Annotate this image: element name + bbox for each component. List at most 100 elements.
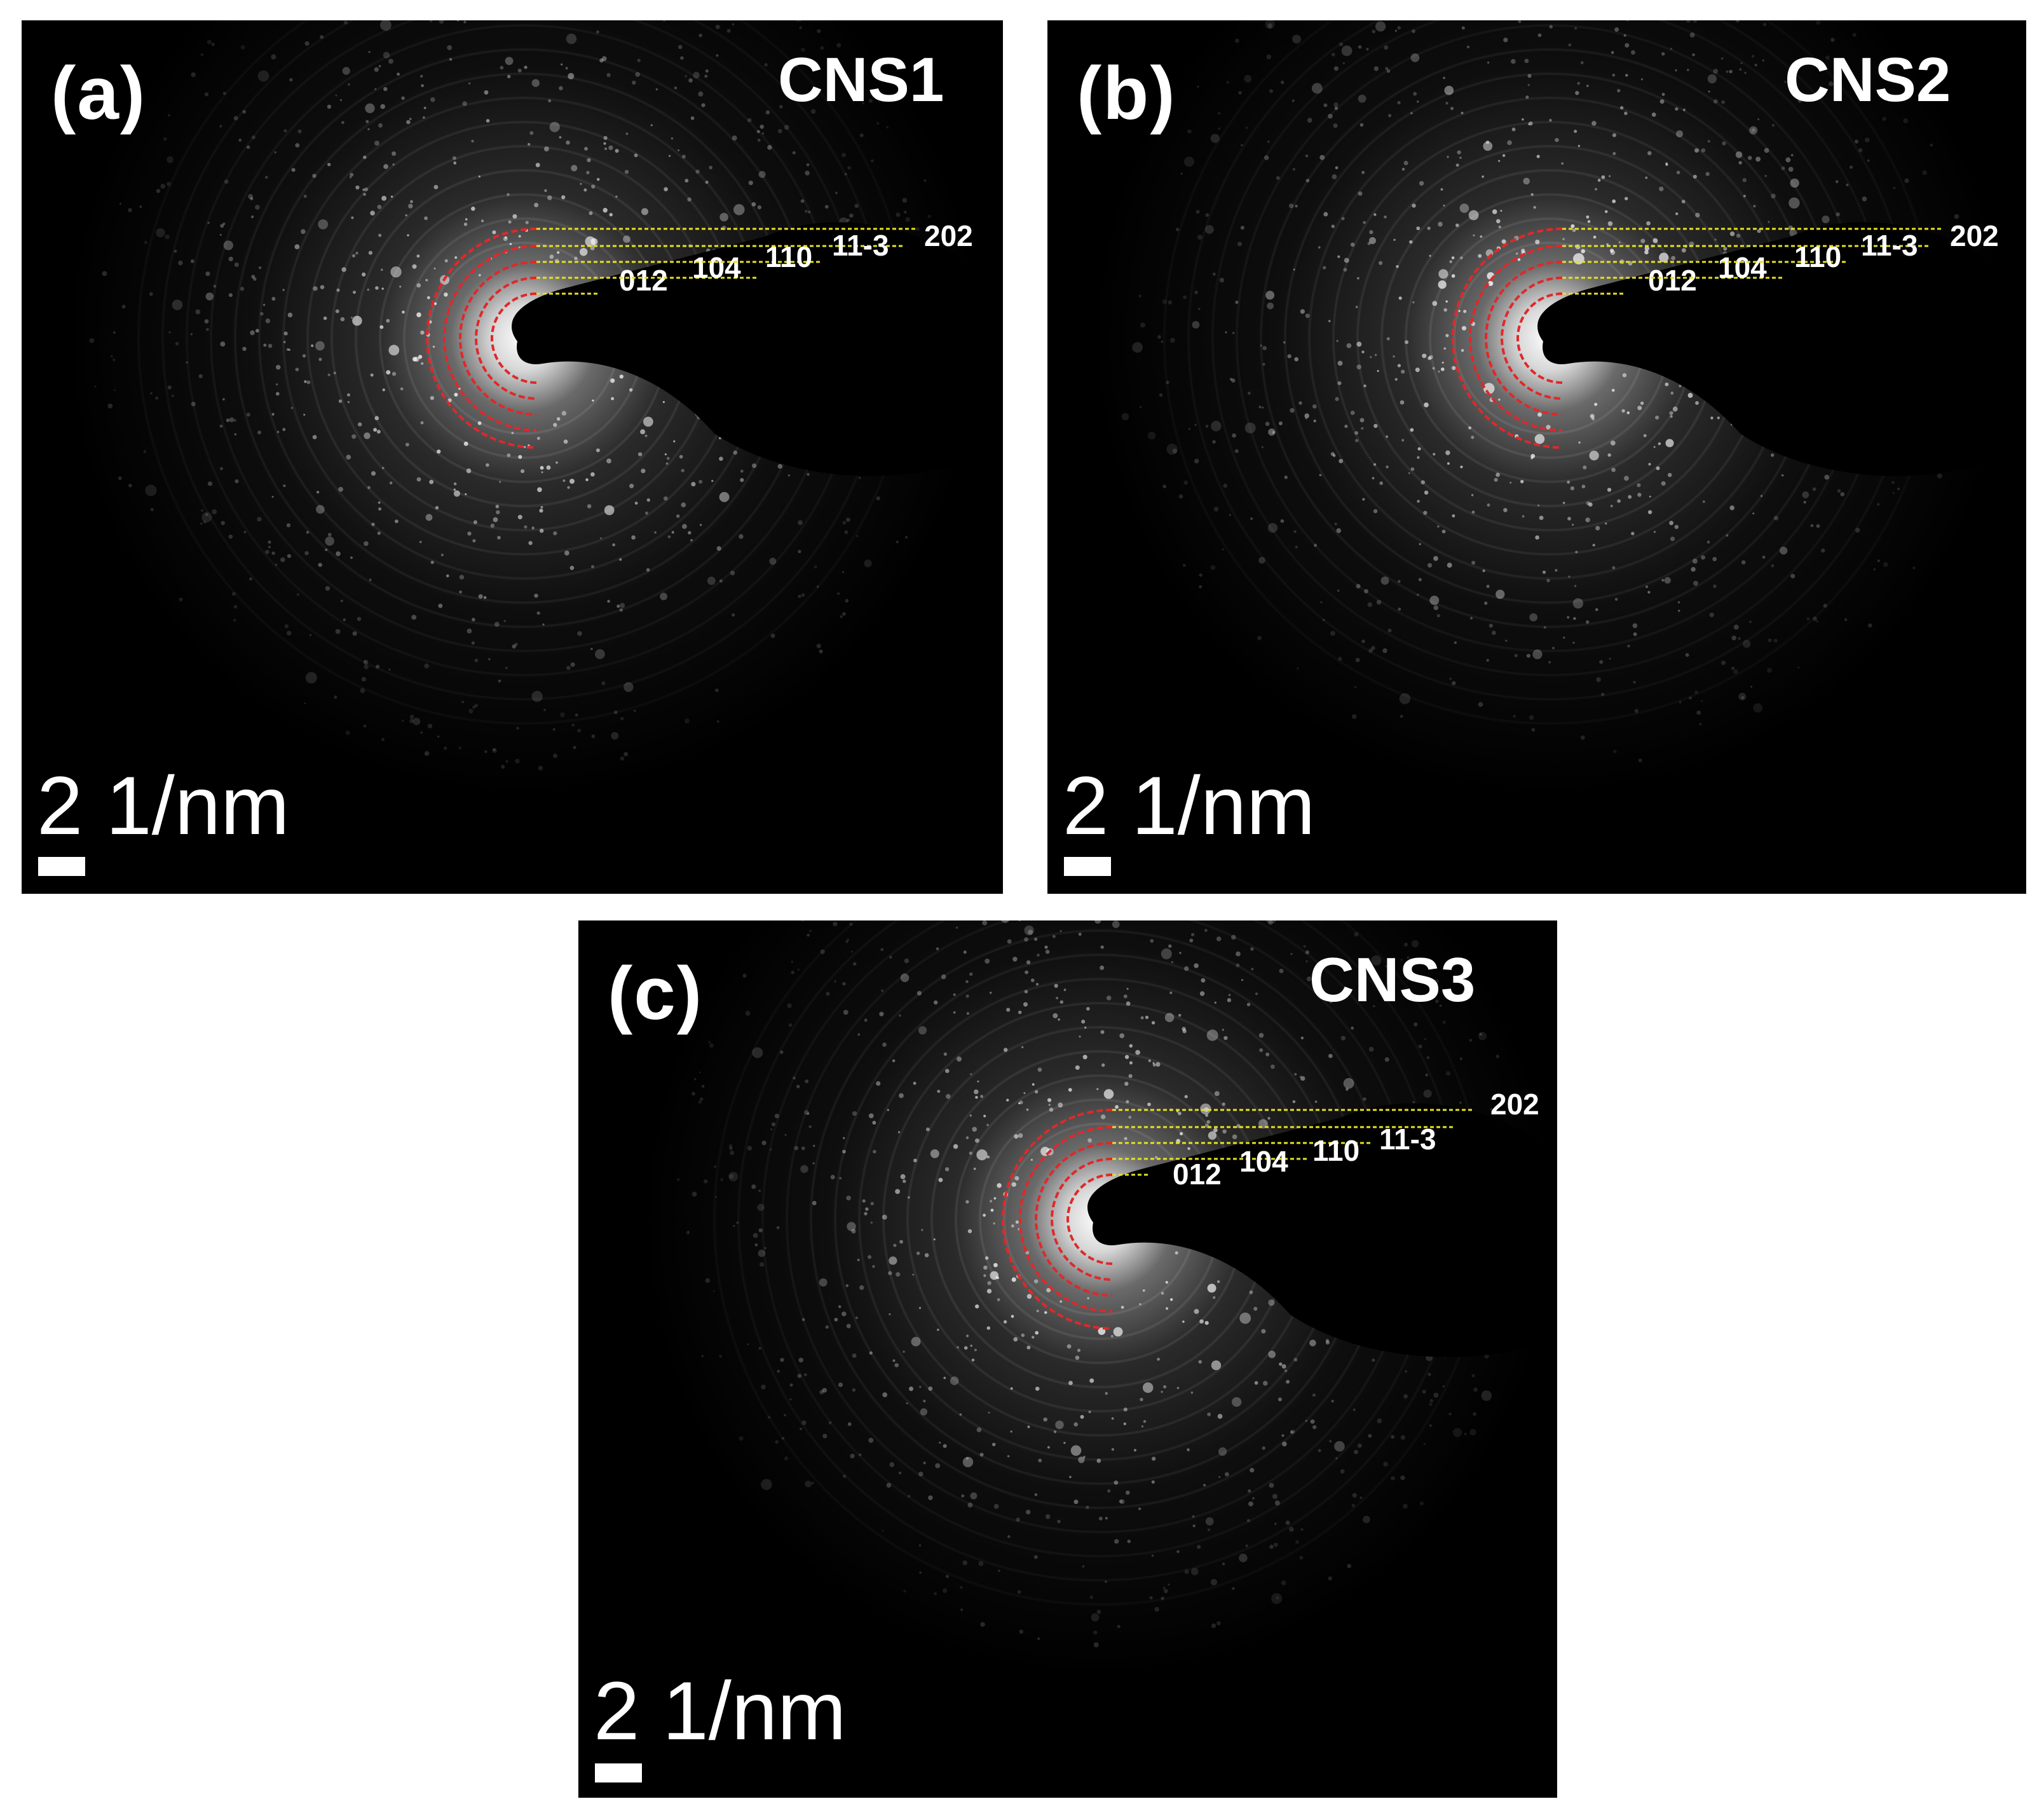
diffraction-spot [824, 205, 829, 209]
diffraction-spot [1244, 422, 1256, 434]
diffraction-spot [625, 132, 629, 135]
diffraction-spot [1638, 758, 1642, 762]
diffraction-spot [780, 1358, 784, 1362]
diffraction-spot [128, 484, 132, 488]
diffraction-spot [1336, 528, 1342, 533]
diffraction-spot [1452, 514, 1455, 517]
diffraction-spot [223, 240, 233, 250]
diffraction-spot [930, 1149, 939, 1158]
miller-index-label: 012 [1173, 1158, 1222, 1191]
diffraction-spot [1162, 299, 1167, 304]
diffraction-spot [1585, 620, 1590, 624]
diffraction-spot [1068, 1088, 1072, 1092]
diffraction-spot [1259, 1048, 1264, 1052]
diffraction-spot [715, 24, 720, 29]
diffraction-spot [1330, 1001, 1333, 1004]
diffraction-spot [925, 1127, 930, 1132]
diffraction-spot [1537, 504, 1540, 507]
diffraction-spot [1458, 310, 1461, 312]
diffraction-spot [1633, 632, 1637, 636]
diffraction-spot [1223, 1036, 1228, 1041]
diffraction-spot [705, 1278, 711, 1283]
diffraction-spot [1096, 1458, 1101, 1463]
diffraction-spot [887, 1109, 890, 1111]
diffraction-spot [1729, 231, 1735, 236]
diffraction-spot [757, 1203, 765, 1211]
diffraction-spot [962, 1456, 974, 1468]
diffraction-spot [889, 1256, 897, 1265]
diffraction-spot [1438, 221, 1443, 227]
diffraction-spot [787, 474, 791, 477]
diffraction-spot [1515, 252, 1518, 255]
diffraction-spot [499, 481, 501, 483]
diffraction-spot [1368, 648, 1373, 653]
diffraction-spot [1203, 1484, 1206, 1487]
diffraction-spot [1411, 940, 1419, 948]
diffraction-spot [1937, 473, 1942, 479]
diffraction-spot [390, 195, 393, 198]
diffraction-spot [1152, 1062, 1155, 1065]
diffraction-spot [1694, 690, 1698, 695]
diffraction-spot [1867, 159, 1870, 162]
diffraction-spot [420, 330, 425, 335]
diffraction-spot [676, 514, 680, 518]
diffraction-spot [760, 125, 765, 129]
diffraction-spot [1661, 481, 1666, 486]
diffraction-spot [1447, 156, 1449, 158]
diffraction-spot [1236, 963, 1240, 968]
diffraction-spot [343, 618, 346, 622]
diffraction-spot [1312, 404, 1317, 409]
diffraction-spot [242, 346, 247, 352]
diffraction-spot [1356, 341, 1362, 347]
diffraction-spot [1354, 1449, 1358, 1454]
indexed-ring-arc [426, 228, 537, 449]
diffraction-spot [143, 450, 146, 453]
diffraction-spot [933, 1238, 936, 1241]
diffraction-spot [420, 74, 423, 78]
diffraction-spot [1751, 55, 1755, 58]
diffraction-spot [840, 615, 843, 619]
diffraction-spot [1450, 107, 1454, 111]
diffraction-spot [1505, 640, 1508, 642]
diffraction-spot [1753, 205, 1756, 208]
diffraction-spot [1048, 1104, 1051, 1106]
diffraction-spot [1821, 548, 1825, 553]
diffraction-spot [1398, 296, 1402, 300]
diffraction-spot [1448, 1413, 1452, 1416]
diffraction-spot [1252, 1497, 1255, 1500]
diffraction-spot [1514, 653, 1518, 657]
diffraction-spot [916, 1251, 920, 1255]
diffraction-spot [1897, 488, 1900, 491]
diffraction-spot [1753, 703, 1762, 713]
diffraction-spot [1693, 580, 1698, 586]
diffraction-spot [1812, 487, 1816, 491]
diffraction-spot [1397, 364, 1401, 367]
diffraction-spot [468, 82, 471, 85]
diffraction-spot [1693, 174, 1697, 179]
diffraction-spot [845, 940, 848, 943]
diffraction-spot [378, 123, 383, 128]
diffraction-spot [787, 1003, 792, 1008]
diffraction-spot [1119, 1499, 1123, 1503]
diffraction-spot [466, 468, 472, 474]
diffraction-spot [896, 1272, 901, 1277]
diffraction-spot [1089, 1595, 1094, 1599]
diffraction-spot [812, 1201, 817, 1206]
diffraction-spot [1738, 692, 1747, 701]
diffraction-spot [524, 446, 526, 448]
diffraction-spot [444, 259, 448, 263]
diffraction-spot [1100, 1030, 1105, 1034]
diffraction-spot [1058, 1018, 1060, 1021]
diffraction-spot [1105, 1517, 1108, 1520]
diffraction-spot [205, 327, 209, 331]
diffraction-spot [671, 531, 674, 534]
diffraction-spot [1214, 1091, 1220, 1097]
diffraction-spot [1077, 1348, 1081, 1352]
diffraction-spot [1473, 234, 1475, 236]
diffraction-spot [747, 1146, 753, 1151]
diffraction-spot [1205, 213, 1209, 217]
diffraction-spot [257, 430, 262, 435]
diffraction-spot [412, 357, 418, 362]
diffraction-spot [1447, 462, 1450, 465]
diffraction-spot [1612, 152, 1616, 156]
